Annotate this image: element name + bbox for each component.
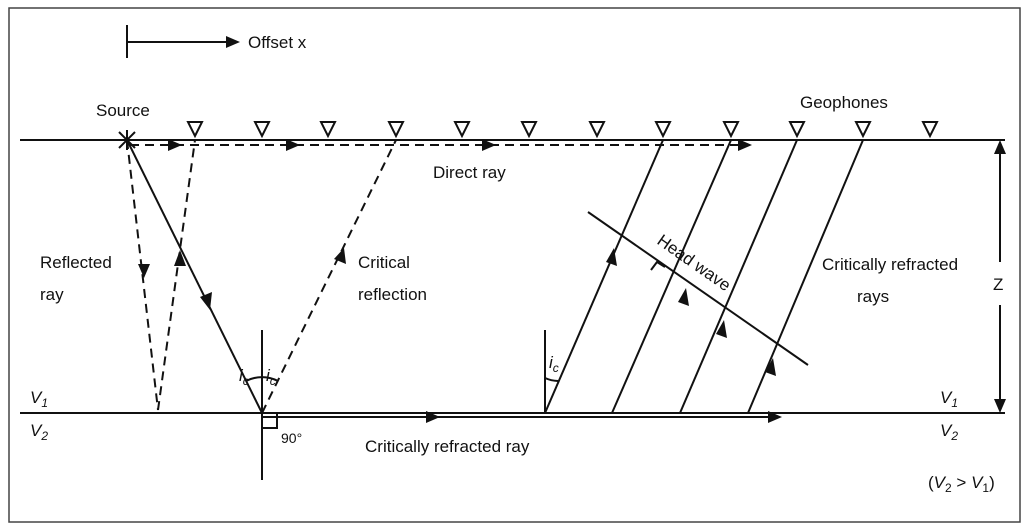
layer-label: V2 (30, 421, 48, 443)
refracted-ray-label: Critically refracted ray (365, 437, 530, 456)
geophone (186, 121, 204, 139)
source-label: Source (96, 101, 150, 120)
geophone (387, 121, 405, 139)
geophones-label: Geophones (800, 93, 888, 112)
geometry (20, 25, 1006, 480)
angle-label: ic (266, 366, 276, 388)
refracted-rays-label: rays (857, 287, 889, 306)
geophone (921, 121, 939, 139)
layer-label: V2 (940, 421, 958, 443)
geophone (588, 121, 606, 139)
geophone (453, 121, 471, 139)
right-angle-label: 90° (281, 430, 302, 446)
geophone (654, 121, 672, 139)
layer-label: V1 (30, 388, 48, 410)
geophone (319, 121, 337, 139)
velocity-condition: (V2 > V1) (928, 473, 995, 495)
depth-label: Z (993, 275, 1003, 294)
layer-label: V1 (940, 388, 958, 410)
critical-reflection-label: reflection (358, 285, 427, 304)
angle-label: ic (239, 366, 249, 388)
critical-reflection-label: Critical (358, 253, 410, 272)
reflected-ray-label: Reflected (40, 253, 112, 272)
geophone (520, 121, 538, 139)
direct-ray-label: Direct ray (433, 163, 506, 182)
angle-label: ic (549, 353, 559, 375)
geophone (788, 121, 806, 139)
geophone (253, 121, 271, 139)
geophone (722, 121, 740, 139)
reflected-ray-label: ray (40, 285, 64, 304)
geophone (854, 121, 872, 139)
offset-label: Offset x (248, 33, 307, 52)
refracted-rays-label: Critically refracted (822, 255, 958, 274)
